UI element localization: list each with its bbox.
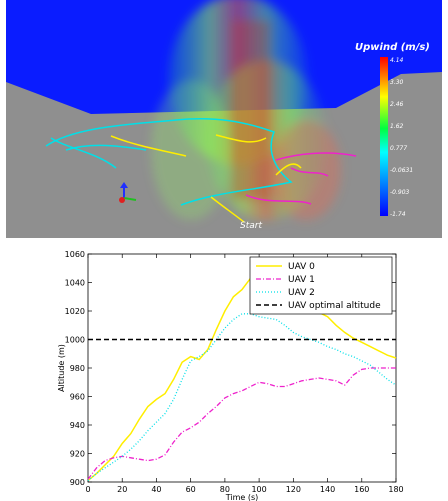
y-axis-label: Altitude (m) xyxy=(57,344,66,392)
x-tick-label: 20 xyxy=(117,485,127,494)
x-tick-label: 100 xyxy=(251,485,266,494)
colorbar-tick-label: 0.777 xyxy=(390,145,407,152)
y-tick-label: 960 xyxy=(70,393,85,402)
series-lines xyxy=(87,277,397,482)
legend-items: UAV 0 UAV 1 UAV 2 UAV optimal altitude xyxy=(256,262,381,311)
legend-label: UAV 0 xyxy=(288,262,315,272)
colorbar-tick-label: 1.62 xyxy=(390,123,404,130)
x-tick-label: 160 xyxy=(354,485,369,494)
legend-label: UAV 1 xyxy=(288,275,315,285)
x-tick-label: 60 xyxy=(186,485,196,494)
y-tick-label: 1020 xyxy=(65,307,85,316)
colorbar-tick-label: -0.0631 xyxy=(390,167,413,174)
uav1-trajectory xyxy=(245,152,357,205)
colorbar xyxy=(380,57,388,216)
y-tick-label: 920 xyxy=(70,450,85,459)
y-tick-label: 980 xyxy=(70,364,85,373)
uav-trajectories xyxy=(45,118,357,223)
colorbar-title: Upwind (m/s) xyxy=(355,42,430,53)
simulation-scene: Start Upwind (m/s) 4.14 3.30 2.46 1.62 0.777… xyxy=(6,0,442,238)
x-tick-label: 40 xyxy=(151,485,161,494)
axis-ticks: 0 20 40 60 80 100 120 140 160 180 900 920 940 960 980 1… xyxy=(65,250,404,494)
series-line-0 xyxy=(87,277,397,482)
x-tick-label: 80 xyxy=(220,485,230,494)
x-tick-label: 120 xyxy=(286,485,301,494)
uav0-trajectory xyxy=(110,134,302,223)
legend-label: UAV 2 xyxy=(288,288,315,298)
colorbar-ticks: 4.14 3.30 2.46 1.62 0.777 -0.0631 -0.903 -1.74 xyxy=(390,57,413,218)
upwind-plume xyxy=(151,0,341,220)
colorbar-tick-label: 4.14 xyxy=(390,57,404,64)
legend-label: UAV optimal altitude xyxy=(288,301,381,311)
series-line-1 xyxy=(87,367,396,480)
colorbar-tick-label: 3.30 xyxy=(390,79,404,86)
altitude-chart: 0 20 40 60 80 100 120 140 160 180 900 920 940 960 980 1… xyxy=(57,250,404,501)
y-tick-label: 1000 xyxy=(65,336,85,345)
colorbar-tick-label: -1.74 xyxy=(390,211,406,218)
colorbar-tick-label: 2.46 xyxy=(390,101,404,108)
y-tick-label: 1040 xyxy=(65,279,85,288)
x-axis-label: Time (s) xyxy=(225,493,259,501)
axes-gizmo xyxy=(119,182,137,203)
start-label: Start xyxy=(240,221,262,231)
legend: UAV 0 UAV 1 UAV 2 UAV optimal altitude xyxy=(249,256,393,315)
x-tick-label: 180 xyxy=(388,485,403,494)
x-tick-label: 140 xyxy=(320,485,335,494)
y-tick-label: 900 xyxy=(70,478,85,487)
x-tick-label: 0 xyxy=(85,485,90,494)
uav2-trajectory xyxy=(45,118,293,206)
colorbar-tick-label: -0.903 xyxy=(390,189,410,196)
y-tick-label: 940 xyxy=(70,421,85,430)
y-tick-label: 1060 xyxy=(65,250,85,259)
